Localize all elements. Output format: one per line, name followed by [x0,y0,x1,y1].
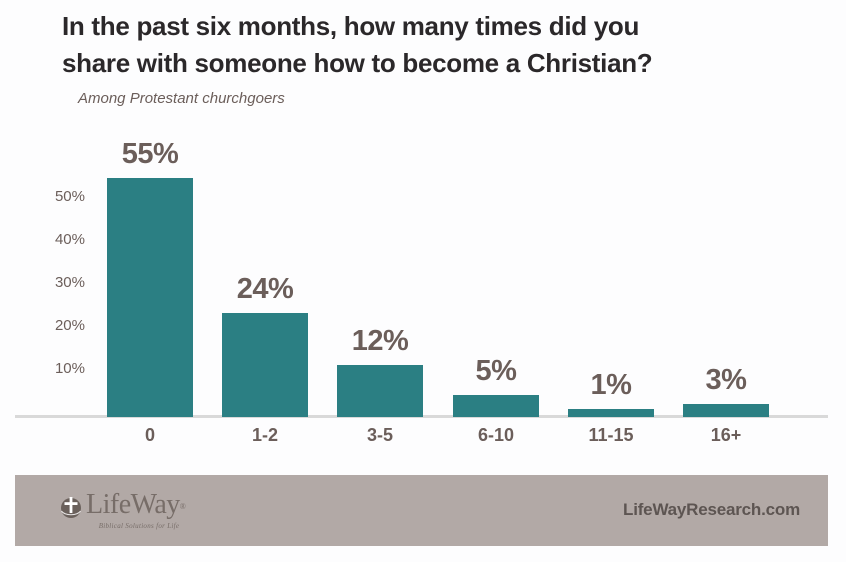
x-axis-category-label: 1-2 [251,425,278,445]
lifeway-logo-text: LifeWay® Biblical Solutions for Life [86,489,186,531]
bar-6-10 [453,395,539,417]
chart-title: In the past six months, how many times d… [62,8,802,82]
lifeway-logo: LifeWay® Biblical Solutions for Life [59,489,186,531]
x-axis-category-label: 16+ [710,425,742,445]
y-axis-tick-label: 30% [54,274,85,291]
bar-value-label: 12% [351,325,409,357]
footer-band: LifeWay® Biblical Solutions for Life Lif… [15,475,828,546]
chart-title-line-1: In the past six months, how many times d… [62,11,640,41]
x-axis-category-label: 11-15 [588,425,634,445]
y-axis-tick-label: 40% [54,231,85,248]
bar-1-2 [222,313,308,417]
bar-11-15 [568,409,654,417]
x-axis-category-label: 3-5 [366,425,393,445]
lifeway-tagline: Biblical Solutions for Life [98,522,180,530]
y-axis-tick-label: 10% [54,360,85,377]
y-axis-tick-label: 50% [54,188,85,205]
bar-value-label: 55% [121,138,179,170]
registered-mark: ® [179,502,186,511]
lifeway-research-url: LifeWayResearch.com [623,500,800,519]
bar-value-label: 24% [236,273,294,305]
bar-0 [107,178,193,417]
bar-value-label: 5% [475,355,517,387]
lifeway-brand-name: LifeWay® [86,489,186,521]
bar-value-label: 1% [590,369,632,401]
bar-value-label: 3% [705,364,747,396]
x-axis-category-label: 6-10 [477,425,515,445]
y-axis-tick-label: 20% [54,317,85,334]
bar-16+ [683,404,769,417]
lifeway-globe-cross-icon [61,497,81,518]
chart-subtitle: Among Protestant churchgoers [78,90,285,107]
lifeway-wordmark: LifeWay [86,489,180,520]
x-axis-category-label: 0 [144,425,155,445]
chart-title-line-2: share with someone how to become a Chris… [62,48,653,78]
bar-3-5 [337,365,423,417]
